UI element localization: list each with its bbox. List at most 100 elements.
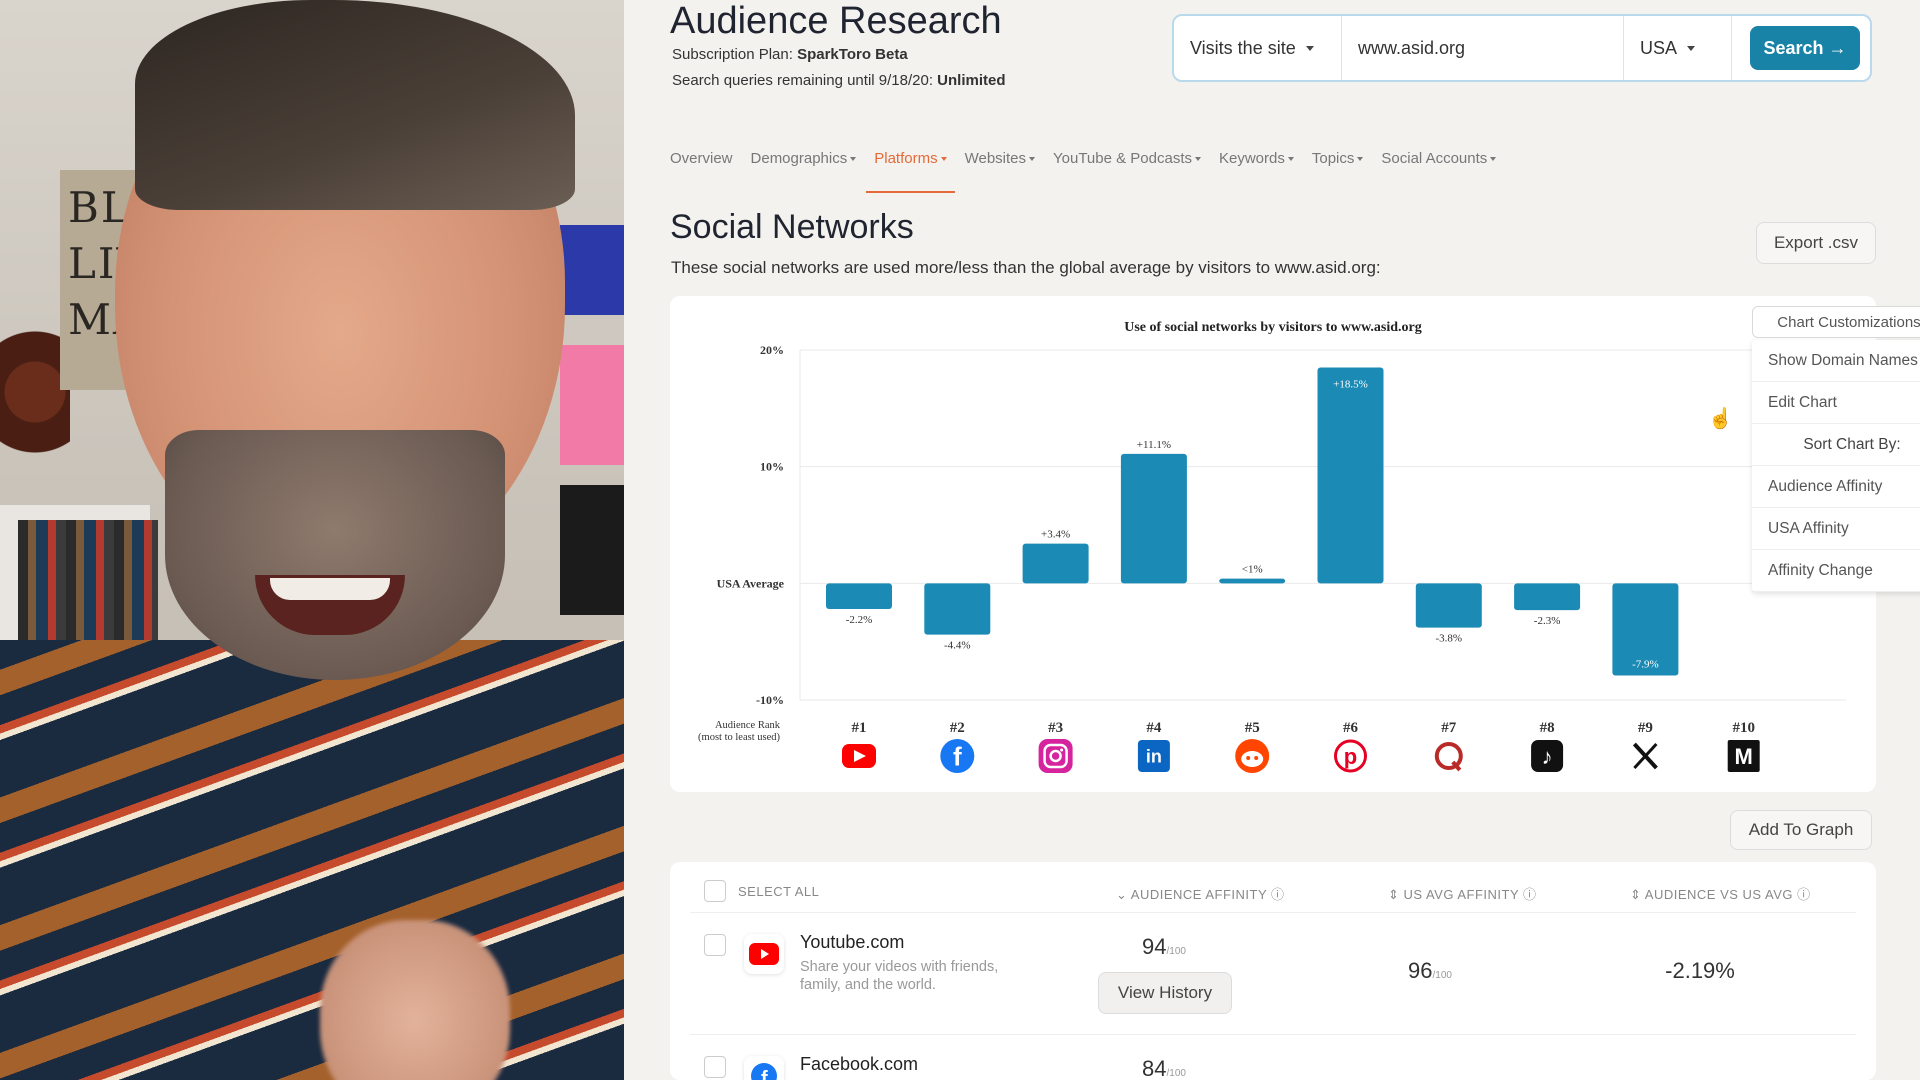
data-label: -3.8% xyxy=(1436,633,1463,645)
y-tick-label: 10% xyxy=(760,460,784,474)
row-divider xyxy=(690,912,1856,913)
add-to-graph-button[interactable]: Add To Graph xyxy=(1730,810,1872,850)
queries-value: Unlimited xyxy=(937,72,1006,89)
svg-text:p: p xyxy=(1344,744,1357,769)
wall-poster-blue xyxy=(560,225,624,315)
presenter-teeth xyxy=(270,578,390,600)
tab-label: Overview xyxy=(670,150,733,167)
presenter-beard xyxy=(165,430,505,680)
instagram-icon xyxy=(1038,739,1073,773)
bar xyxy=(1317,367,1384,584)
tab-label: Topics xyxy=(1311,150,1355,167)
rank-label: #10 xyxy=(1732,720,1755,736)
rank-label: #5 xyxy=(1245,720,1260,736)
menu-item-edit-chart[interactable]: Edit Chart xyxy=(1752,382,1920,424)
chart-customizations-menu: Show Domain Names Edit Chart Sort Chart By… xyxy=(1752,340,1920,592)
column-audience-vs-us-avg[interactable]: ⇕ AUDIENCE VS US AVG ⓘ xyxy=(1630,887,1811,902)
queries-remaining: Search queries remaining until 9/18/20: … xyxy=(672,72,1006,89)
chart-customizations-button[interactable]: Chart Customizations xyxy=(1752,306,1920,338)
row-checkbox[interactable] xyxy=(704,934,726,956)
column-audience-affinity[interactable]: ⌄ AUDIENCE AFFINITY ⓘ xyxy=(1116,887,1285,902)
data-label: -2.2% xyxy=(846,614,873,626)
audience-affinity-score: 84/100 xyxy=(1142,1056,1186,1080)
data-label: +3.4% xyxy=(1041,529,1070,541)
search-button[interactable]: Search → xyxy=(1750,26,1860,70)
chevron-down-icon xyxy=(1305,45,1314,51)
data-label: -2.3% xyxy=(1534,615,1561,627)
search-mode-label: Visits the site xyxy=(1190,37,1296,58)
chart-customizations-label: Chart Customizations xyxy=(1777,313,1920,331)
bar xyxy=(1022,543,1089,584)
reddit-icon xyxy=(1235,739,1270,773)
tab-social-accounts[interactable]: Social Accounts xyxy=(1381,150,1497,193)
tab-platforms[interactable]: Platforms xyxy=(866,150,955,193)
tiktok-icon: ♪ xyxy=(1531,740,1564,772)
tab-websites[interactable]: Websites xyxy=(965,150,1036,193)
chevron-down-icon xyxy=(1287,157,1294,162)
facebook-icon: f xyxy=(940,739,975,773)
menu-item-usa-affinity[interactable]: USA Affinity xyxy=(1752,508,1920,550)
bar xyxy=(826,583,892,609)
tab-label: YouTube & Podcasts xyxy=(1053,150,1192,167)
svg-text:f: f xyxy=(761,1068,768,1080)
plan-value: SparkToro Beta xyxy=(797,46,908,63)
tab-demographics[interactable]: Demographics xyxy=(751,150,857,193)
section-description: These social networks are used more/less… xyxy=(671,258,1381,277)
column-us-avg-affinity[interactable]: ⇕ US AVG AFFINITY ⓘ xyxy=(1388,887,1537,902)
svg-text:♪: ♪ xyxy=(1542,744,1553,769)
bar xyxy=(1219,578,1286,584)
subscription-plan: Subscription Plan: SparkToro Beta xyxy=(672,46,908,63)
chevron-down-icon xyxy=(1029,157,1036,162)
quora-icon xyxy=(1434,742,1463,772)
svg-text:in: in xyxy=(1146,746,1162,766)
row-site-description: Share your videos with friends, family, … xyxy=(800,959,999,993)
menu-item-show-domain-names[interactable]: Show Domain Names xyxy=(1752,340,1920,382)
export-csv-button[interactable]: Export .csv xyxy=(1756,222,1876,264)
rank-label: #9 xyxy=(1638,720,1653,736)
medium-icon: M xyxy=(1727,740,1760,772)
row-site-name[interactable]: Youtube.com xyxy=(800,932,905,952)
presenter-shirt xyxy=(0,640,624,1080)
search-input[interactable]: www.asid.org xyxy=(1342,16,1624,80)
rank-label: #2 xyxy=(950,720,965,736)
tab-overview[interactable]: Overview xyxy=(670,150,733,193)
wall-poster-pink xyxy=(560,345,624,465)
queries-label: Search queries remaining until 9/18/20: xyxy=(672,72,933,89)
row-site-name[interactable]: Facebook.com xyxy=(800,1054,919,1074)
search-bar: Visits the site www.asid.org USA Search … xyxy=(1172,14,1872,82)
svg-text:f: f xyxy=(953,741,962,771)
tab-topics[interactable]: Topics xyxy=(1312,150,1364,193)
search-query: www.asid.org xyxy=(1358,37,1466,58)
country-select[interactable]: USA xyxy=(1624,16,1732,80)
social-networks-bar-chart: 20% 10% -10% USA Average -2.2% #1 -4.4% #2 f +3.4… xyxy=(698,343,1846,773)
select-all-checkbox[interactable] xyxy=(704,880,726,902)
search-mode-select[interactable]: Visits the site xyxy=(1174,16,1342,80)
section-tabs: Overview Demographics Platforms Websites You… xyxy=(670,150,1497,193)
rank-axis-sublabel: (most to least used) xyxy=(698,732,780,743)
x-twitter-icon xyxy=(1629,740,1662,772)
rank-label: #3 xyxy=(1048,720,1063,736)
bar xyxy=(1612,583,1679,676)
menu-item-audience-affinity[interactable]: Audience Affinity xyxy=(1752,466,1920,508)
menu-item-affinity-change[interactable]: Affinity Change xyxy=(1752,550,1920,592)
chevron-down-icon xyxy=(940,157,947,162)
chart-card: Use of social networks by visitors to ww… xyxy=(670,296,1876,792)
rank-label: #6 xyxy=(1343,720,1359,736)
data-label: +11.1% xyxy=(1137,439,1171,451)
rank-axis-label: Audience Rank xyxy=(715,720,781,731)
row-checkbox[interactable] xyxy=(704,1056,726,1078)
bar xyxy=(1514,583,1581,611)
pointer-cursor-icon: ☝ xyxy=(1708,408,1733,430)
tab-keywords[interactable]: Keywords xyxy=(1219,150,1294,193)
bar xyxy=(1120,453,1187,584)
tab-label: Social Accounts xyxy=(1381,150,1488,167)
youtube-icon xyxy=(744,934,784,974)
tab-label: Platforms xyxy=(874,150,938,167)
country-label: USA xyxy=(1640,37,1678,58)
tab-youtube-podcasts[interactable]: YouTube & Podcasts xyxy=(1053,150,1201,193)
audience-affinity-score: 94/100 xyxy=(1142,934,1186,959)
view-history-button[interactable]: View History xyxy=(1098,972,1232,1014)
data-label: -7.9% xyxy=(1632,659,1659,671)
tab-label: Keywords xyxy=(1219,150,1285,167)
menu-section-header: Sort Chart By: xyxy=(1752,424,1920,466)
